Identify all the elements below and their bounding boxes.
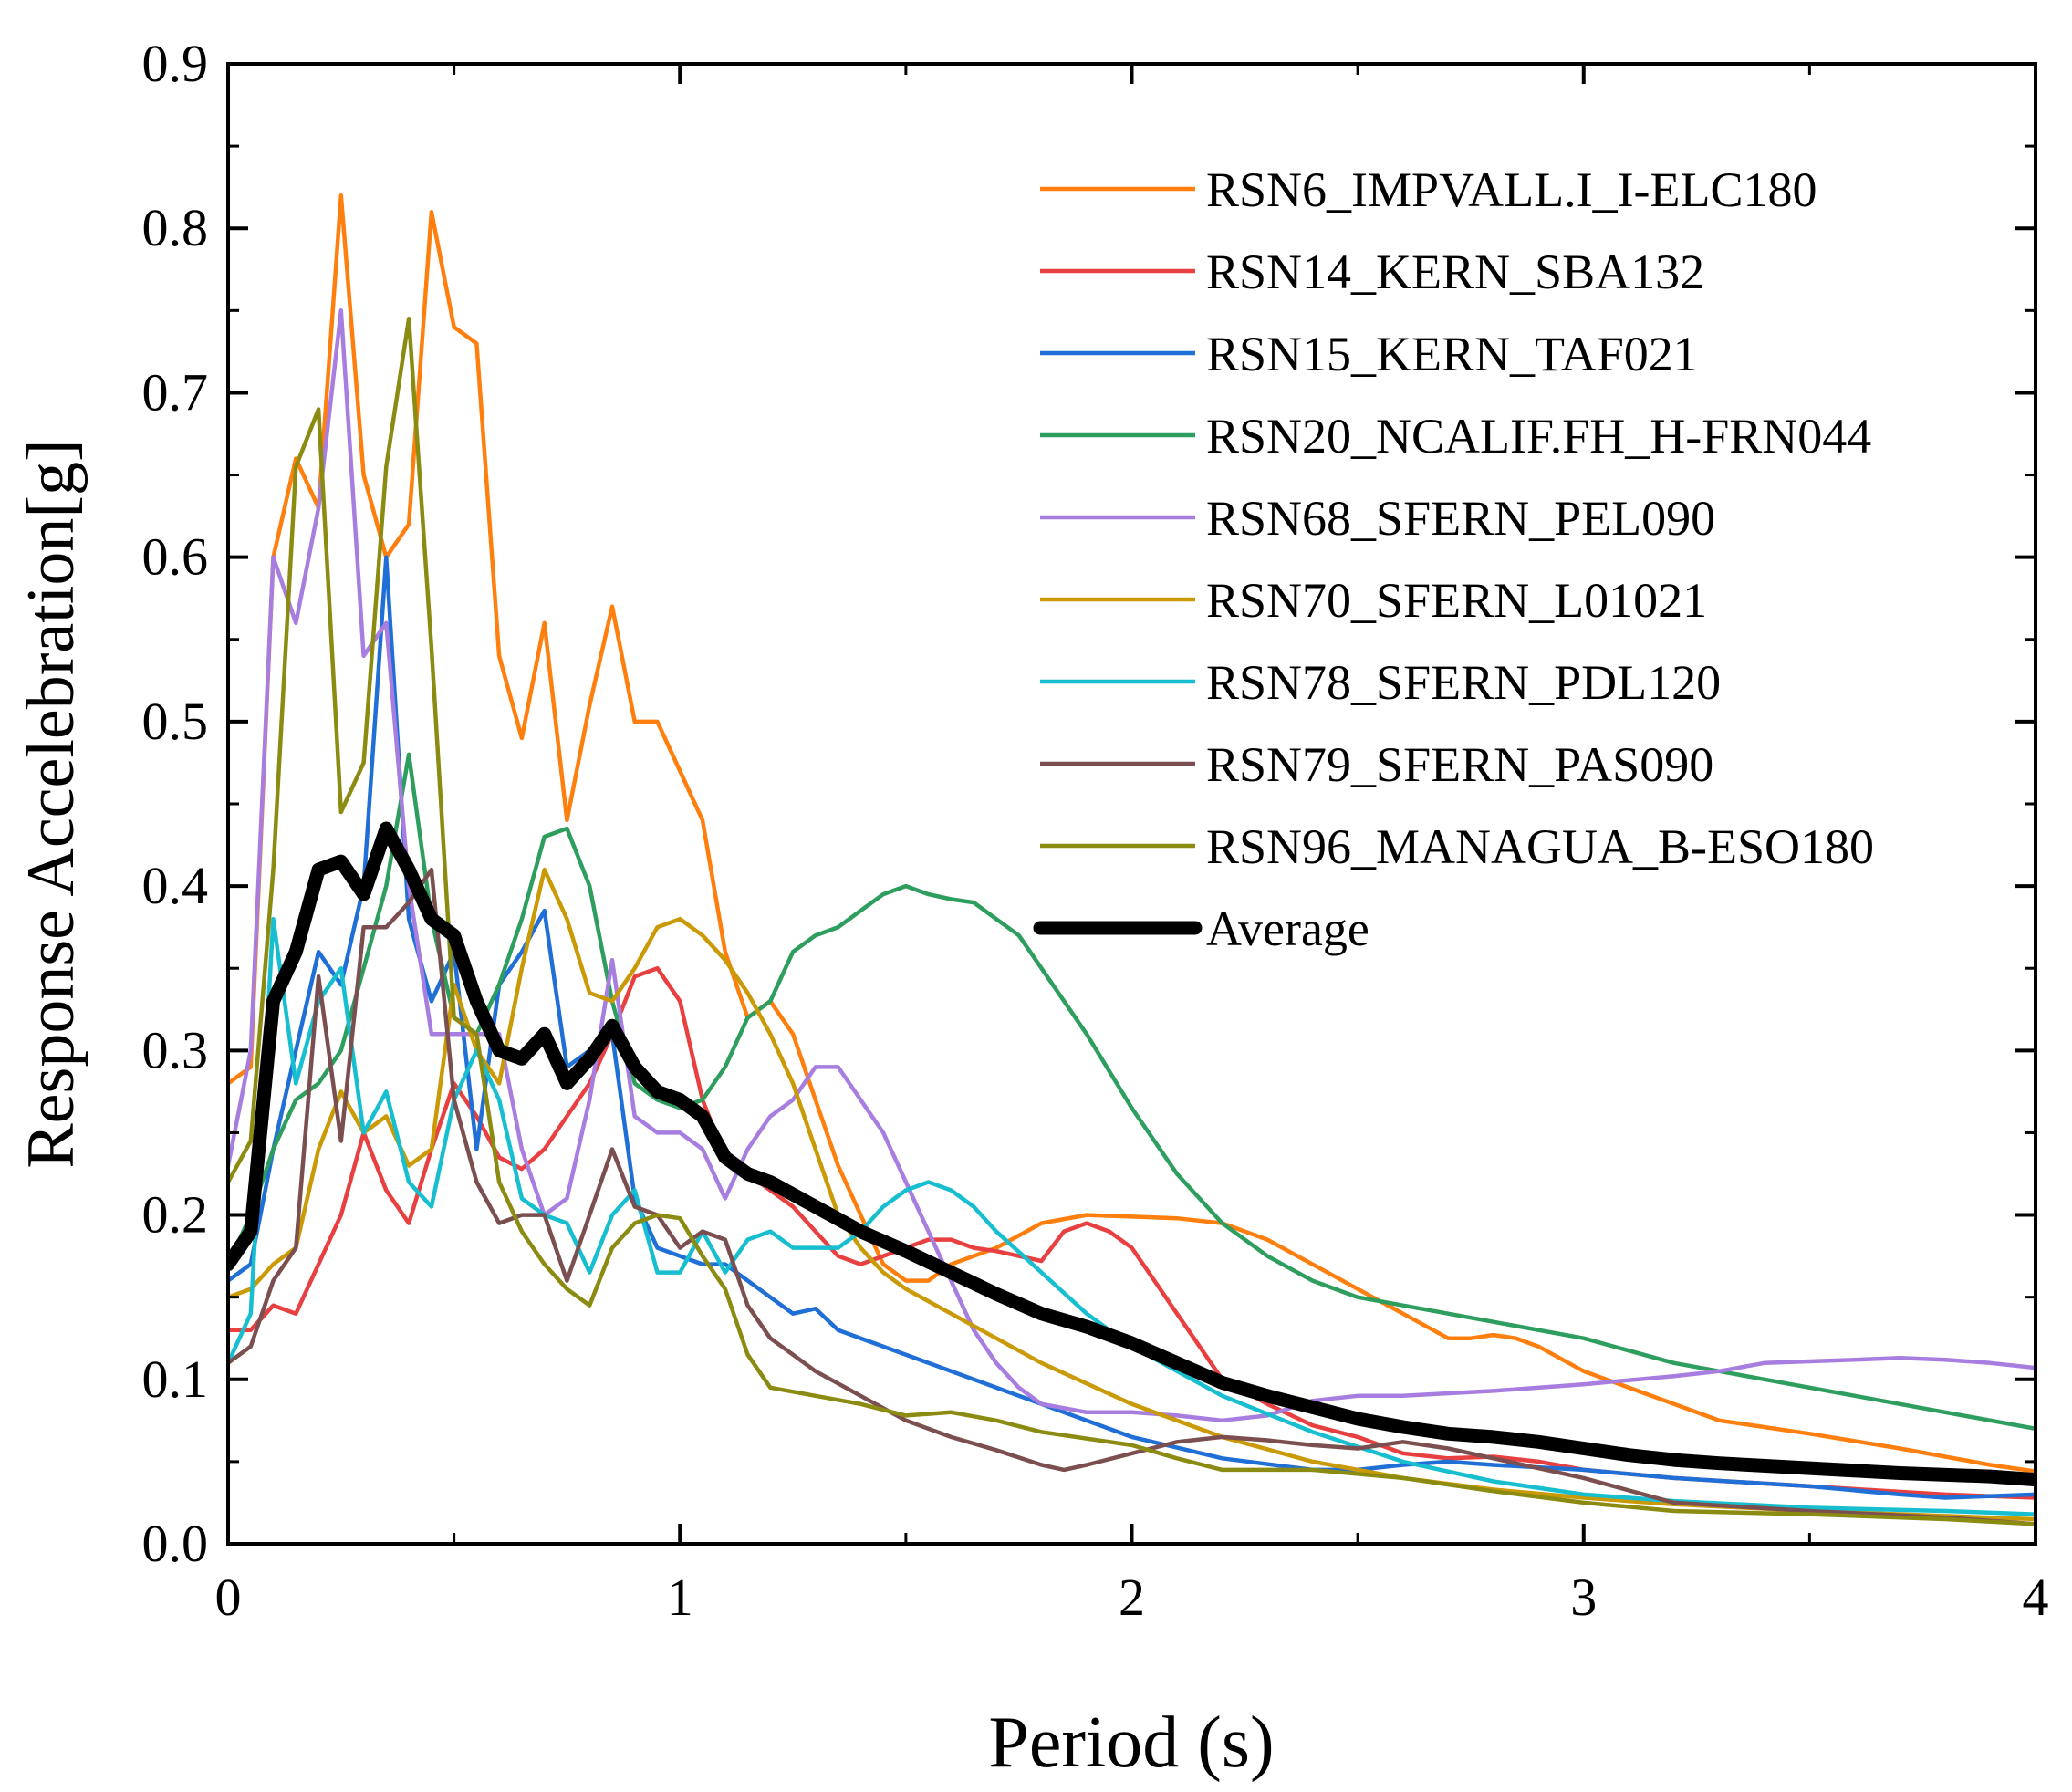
y-tick-label: 0.7 <box>142 362 209 422</box>
series-line-rsn68-sfern-pel090 <box>228 308 2036 1423</box>
series-line-rsn6-impvall-i-i-elc180 <box>228 193 2036 1474</box>
legend-label: RSN6_IMPVALL.I_I-ELC180 <box>1206 162 1817 217</box>
legend-label: RSN70_SFERN_L01021 <box>1206 573 1707 628</box>
legend-label: Average <box>1206 901 1369 956</box>
series-line-rsn15-kern-taf021 <box>228 555 2036 1500</box>
series-line-rsn70-sfern-l01021 <box>228 867 2036 1522</box>
y-tick-label: 0.1 <box>142 1349 209 1409</box>
series-line-rsn96-managua-b-eso180 <box>228 317 2036 1526</box>
legend-label: RSN96_MANAGUA_B-ESO180 <box>1206 819 1874 874</box>
legend-label: RSN79_SFERN_PAS090 <box>1206 737 1713 792</box>
x-tick-label: 1 <box>667 1568 693 1627</box>
y-tick-label: 0.9 <box>142 34 209 93</box>
series-layer <box>228 193 2036 1526</box>
legend-label: RSN15_KERN_TAF021 <box>1206 327 1698 381</box>
y-tick-label: 0.0 <box>142 1514 209 1573</box>
x-tick-label: 3 <box>1570 1568 1597 1627</box>
x-tick-label: 0 <box>215 1568 242 1627</box>
x-axis-title: Period (s) <box>988 1703 1274 1783</box>
y-tick-label: 0.6 <box>142 527 209 587</box>
series-line-rsn20-ncalif-fh-h-frn044 <box>228 752 2036 1432</box>
series-line-rsn78-sfern-pdl120 <box>228 916 2036 1516</box>
series-line-average <box>228 821 2036 1487</box>
x-tick-label: 4 <box>2023 1568 2049 1627</box>
legend-label: RSN14_KERN_SBA132 <box>1206 245 1704 299</box>
y-axis-title: Response Accelebration[g] <box>14 439 89 1168</box>
y-tick-label: 0.3 <box>142 1020 209 1079</box>
series-line-rsn79-sfern-pas090 <box>228 867 2036 1526</box>
legend-label: RSN20_NCALIF.FH_H-FRN044 <box>1206 409 1871 464</box>
y-tick-label: 0.4 <box>142 856 209 915</box>
y-tick-label: 0.2 <box>142 1185 209 1245</box>
plot-frame <box>226 62 2037 1546</box>
legend: RSN6_IMPVALL.I_I-ELC180 RSN14_KERN_SBA132… <box>1033 162 1874 956</box>
y-tick-label: 0.8 <box>142 198 209 257</box>
series-line-rsn14-kern-sba132 <box>228 965 2036 1500</box>
x-tick-label: 2 <box>1119 1568 1145 1627</box>
legend-label: RSN68_SFERN_PEL090 <box>1206 491 1715 546</box>
legend-label: RSN78_SFERN_PDL120 <box>1206 655 1721 710</box>
axis-ticks: 0 1 2 3 4 0.0 0.1 0.2 0.3 0.4 0.5 0.6 0.7 0.8 0.9 <box>142 34 2049 1627</box>
y-tick-label: 0.5 <box>142 692 209 751</box>
